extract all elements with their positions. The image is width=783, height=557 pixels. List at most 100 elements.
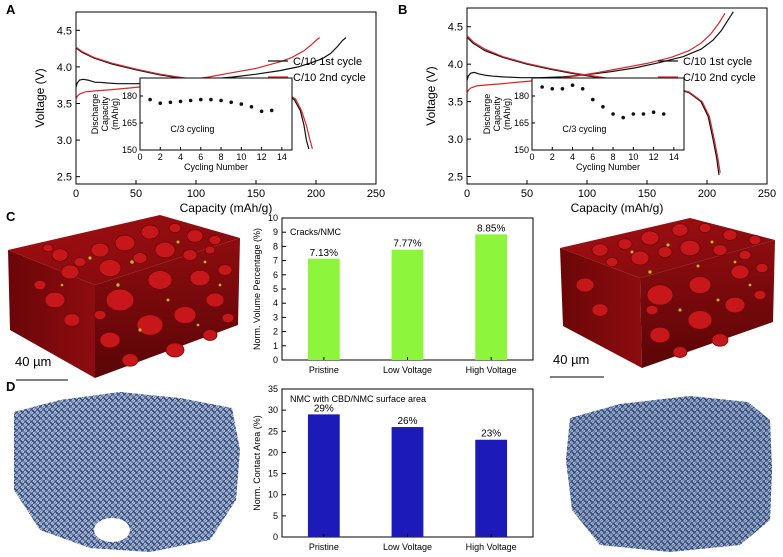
x-tick-label: 100 <box>578 188 596 200</box>
crack-speck <box>218 283 222 287</box>
nmc-particle <box>51 248 69 262</box>
inset-point <box>239 102 244 106</box>
inset-x-axis-label: Cycling Number <box>184 162 248 172</box>
y-tick-label: 3 <box>273 312 278 322</box>
crack-speck <box>203 260 207 264</box>
y-tick-label: 3.0 <box>57 135 72 147</box>
inset-x-tick-label: 6 <box>198 152 203 162</box>
inset-annotation: C/3 cycling <box>170 124 214 134</box>
particle-cluster <box>33 222 235 367</box>
chart-title: Cracks/NMC <box>290 227 341 237</box>
nmc-particle <box>168 222 182 234</box>
legend-a-second-cycle: C/10 2nd cycle <box>293 72 366 84</box>
chart-c: 0 1 2 3 4 5 6 7 8 9 10 Norm. Volume Percentage (%) C… <box>252 213 534 375</box>
bar <box>307 258 340 360</box>
nmc-particle <box>712 244 728 256</box>
nmc-particle <box>173 306 197 324</box>
bar-value-label: 26% <box>397 416 417 427</box>
nmc-particle <box>42 243 54 253</box>
nmc-particle <box>671 223 689 237</box>
bar-value-label: 7.77% <box>393 239 421 250</box>
panel-label-d: D <box>6 379 15 394</box>
nmc-particle <box>698 222 712 234</box>
y-tick-label: 5 <box>273 284 278 294</box>
inset-frame <box>139 77 293 151</box>
inset-y-axis-label: Capacity <box>100 96 110 132</box>
inset-point <box>601 105 605 109</box>
crack-speck <box>748 283 752 287</box>
x-tick-label: 50 <box>521 188 533 200</box>
mesh-region <box>14 392 240 552</box>
y-tick-label: 4.0 <box>448 59 463 71</box>
nmc-particle <box>132 252 148 264</box>
mesh-region <box>566 396 772 552</box>
inset-y-tick-label: 150 <box>122 145 137 155</box>
inset-point <box>540 85 544 89</box>
bar <box>475 234 508 360</box>
x-tick-label: 50 <box>130 188 142 200</box>
inset-x-tick-label: 6 <box>590 152 595 162</box>
nmc-particle <box>140 224 160 240</box>
mesh-shade <box>14 392 240 552</box>
x-tick-label: 150 <box>247 188 265 200</box>
y-tick-label: 6 <box>273 270 278 280</box>
nmc-particle <box>679 239 701 257</box>
nmc-particle <box>98 259 122 277</box>
nmc-particle <box>105 288 135 312</box>
inset-point <box>611 112 615 116</box>
x-tick-label: Pristine <box>309 542 339 552</box>
inset-point <box>570 83 575 87</box>
inset-y-tick-label: 180 <box>514 91 529 101</box>
nmc-particle <box>630 250 650 266</box>
nmc-particle <box>114 234 136 252</box>
nmc-particle <box>63 313 81 327</box>
inset-x-tick-label: 12 <box>257 152 267 162</box>
nmc-particle <box>646 284 674 306</box>
scale-bar-right-label: 40 µm <box>553 352 589 367</box>
y-tick-label: 1 <box>273 341 278 351</box>
bar <box>391 427 424 537</box>
inset-point <box>168 100 173 105</box>
inset-y-axis-label: Discharge <box>482 94 492 135</box>
nmc-particle <box>221 312 235 324</box>
nmc-particle <box>755 262 769 274</box>
y-tick-label: 2.5 <box>57 172 72 184</box>
nmc-particle <box>649 326 671 344</box>
nmc-particle <box>165 342 185 358</box>
inset-y-tick-label: 165 <box>514 118 529 128</box>
inset-point <box>550 87 555 91</box>
y-tick-label: 5 <box>273 511 278 521</box>
y-tick-label: 4.5 <box>57 25 72 37</box>
series-line-0 <box>466 11 734 81</box>
nmc-volume-pristine <box>8 215 240 378</box>
x-tick-label: High Voltage <box>466 542 517 552</box>
legend-b-first-cycle: C/10 1st cycle <box>683 56 752 68</box>
y-tick-label: 4 <box>273 298 278 308</box>
nmc-particle <box>722 229 738 241</box>
y-tick-label: 20 <box>268 447 278 457</box>
crack-speck <box>696 264 700 268</box>
inset-x-tick-label: 0 <box>529 152 534 162</box>
y-axis-label: Norm. Contact Area (%) <box>252 415 262 511</box>
nmc-particle <box>605 256 619 268</box>
x-tick-label: 100 <box>187 188 205 200</box>
plot-frame <box>466 7 768 185</box>
x-tick-label: 0 <box>464 188 470 200</box>
y-tick-label: 25 <box>268 426 278 436</box>
inset-point <box>229 100 233 105</box>
y-axis-label: Norm. Volume Percentage (%) <box>252 228 262 350</box>
nmc-particle <box>591 303 609 317</box>
bar-value-label: 7.13% <box>310 248 338 259</box>
crack-speck <box>166 298 170 302</box>
nmc-particle <box>753 289 767 301</box>
inset-frame <box>531 77 685 151</box>
x-tick-label: 150 <box>638 188 656 200</box>
inset-point <box>209 97 213 102</box>
y-tick-label: 3.5 <box>448 97 463 109</box>
nmc-particle <box>189 269 211 287</box>
inset-point <box>560 87 565 91</box>
nmc-particle <box>202 329 218 341</box>
inset-y-tick-label: 150 <box>514 145 529 155</box>
nmc-particle <box>93 309 107 321</box>
